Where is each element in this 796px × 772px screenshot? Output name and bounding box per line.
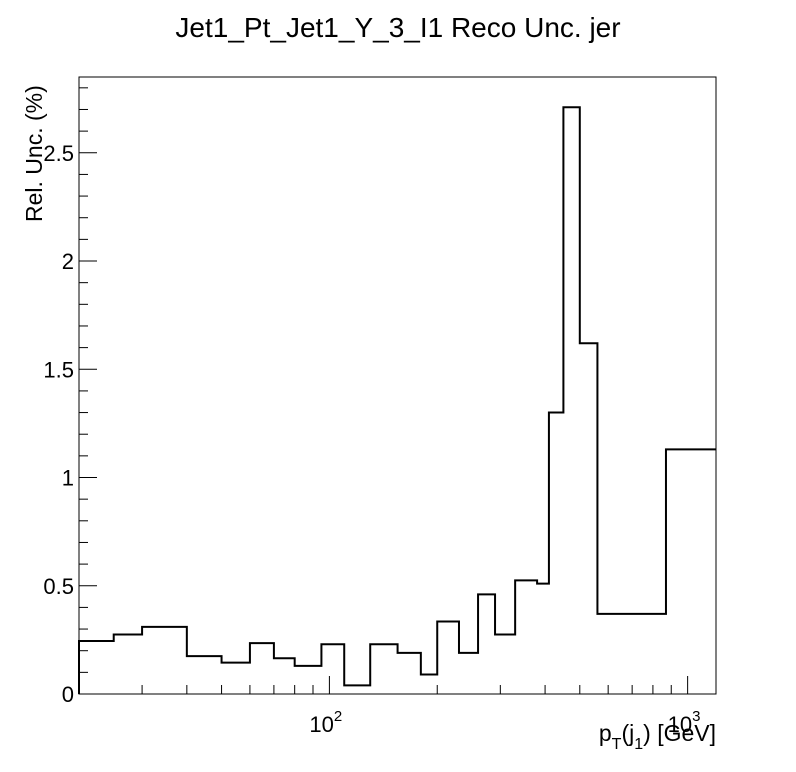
- x-tick-label-base: 10: [668, 712, 692, 737]
- plot-frame: [78, 76, 717, 695]
- x-tick-label: 102: [309, 708, 342, 737]
- histogram-line: [78, 106, 716, 694]
- histogram-series: [78, 106, 716, 694]
- y-axis-tick-labels: 0 0.5 1 1.5 2 2.5: [43, 141, 74, 707]
- x-axis-label-p: p: [599, 720, 612, 746]
- x-tick-label-base: 10: [309, 712, 333, 737]
- y-tick-label: 2.5: [43, 141, 74, 166]
- y-axis-label: Rel. Unc. (%): [21, 85, 47, 222]
- x-tick-label: 103: [668, 708, 701, 737]
- x-tick-label-exponent: 2: [334, 708, 342, 725]
- y-tick-label: 0: [62, 682, 74, 707]
- y-tick-label: 1.5: [43, 357, 74, 382]
- x-axis-ticks: [78, 676, 689, 694]
- y-tick-label: 0.5: [43, 574, 74, 599]
- x-axis-label: pT(j1) [GeV]: [599, 720, 716, 753]
- chart-title: Jet1_Pt_Jet1_Y_3_I1 Reco Unc. jer: [175, 12, 620, 43]
- y-axis-ticks: [79, 87, 97, 695]
- y-tick-label: 2: [62, 249, 74, 274]
- y-tick-label: 1: [62, 466, 74, 491]
- x-axis-label-open: (j: [621, 720, 634, 746]
- x-axis-tick-labels: 102 103: [309, 708, 700, 737]
- x-axis-label-sub-t: T: [612, 736, 622, 753]
- x-axis-label-sub-1: 1: [634, 736, 643, 753]
- x-axis-label-close: ) [GeV]: [643, 720, 716, 746]
- x-tick-label-exponent: 3: [692, 708, 700, 725]
